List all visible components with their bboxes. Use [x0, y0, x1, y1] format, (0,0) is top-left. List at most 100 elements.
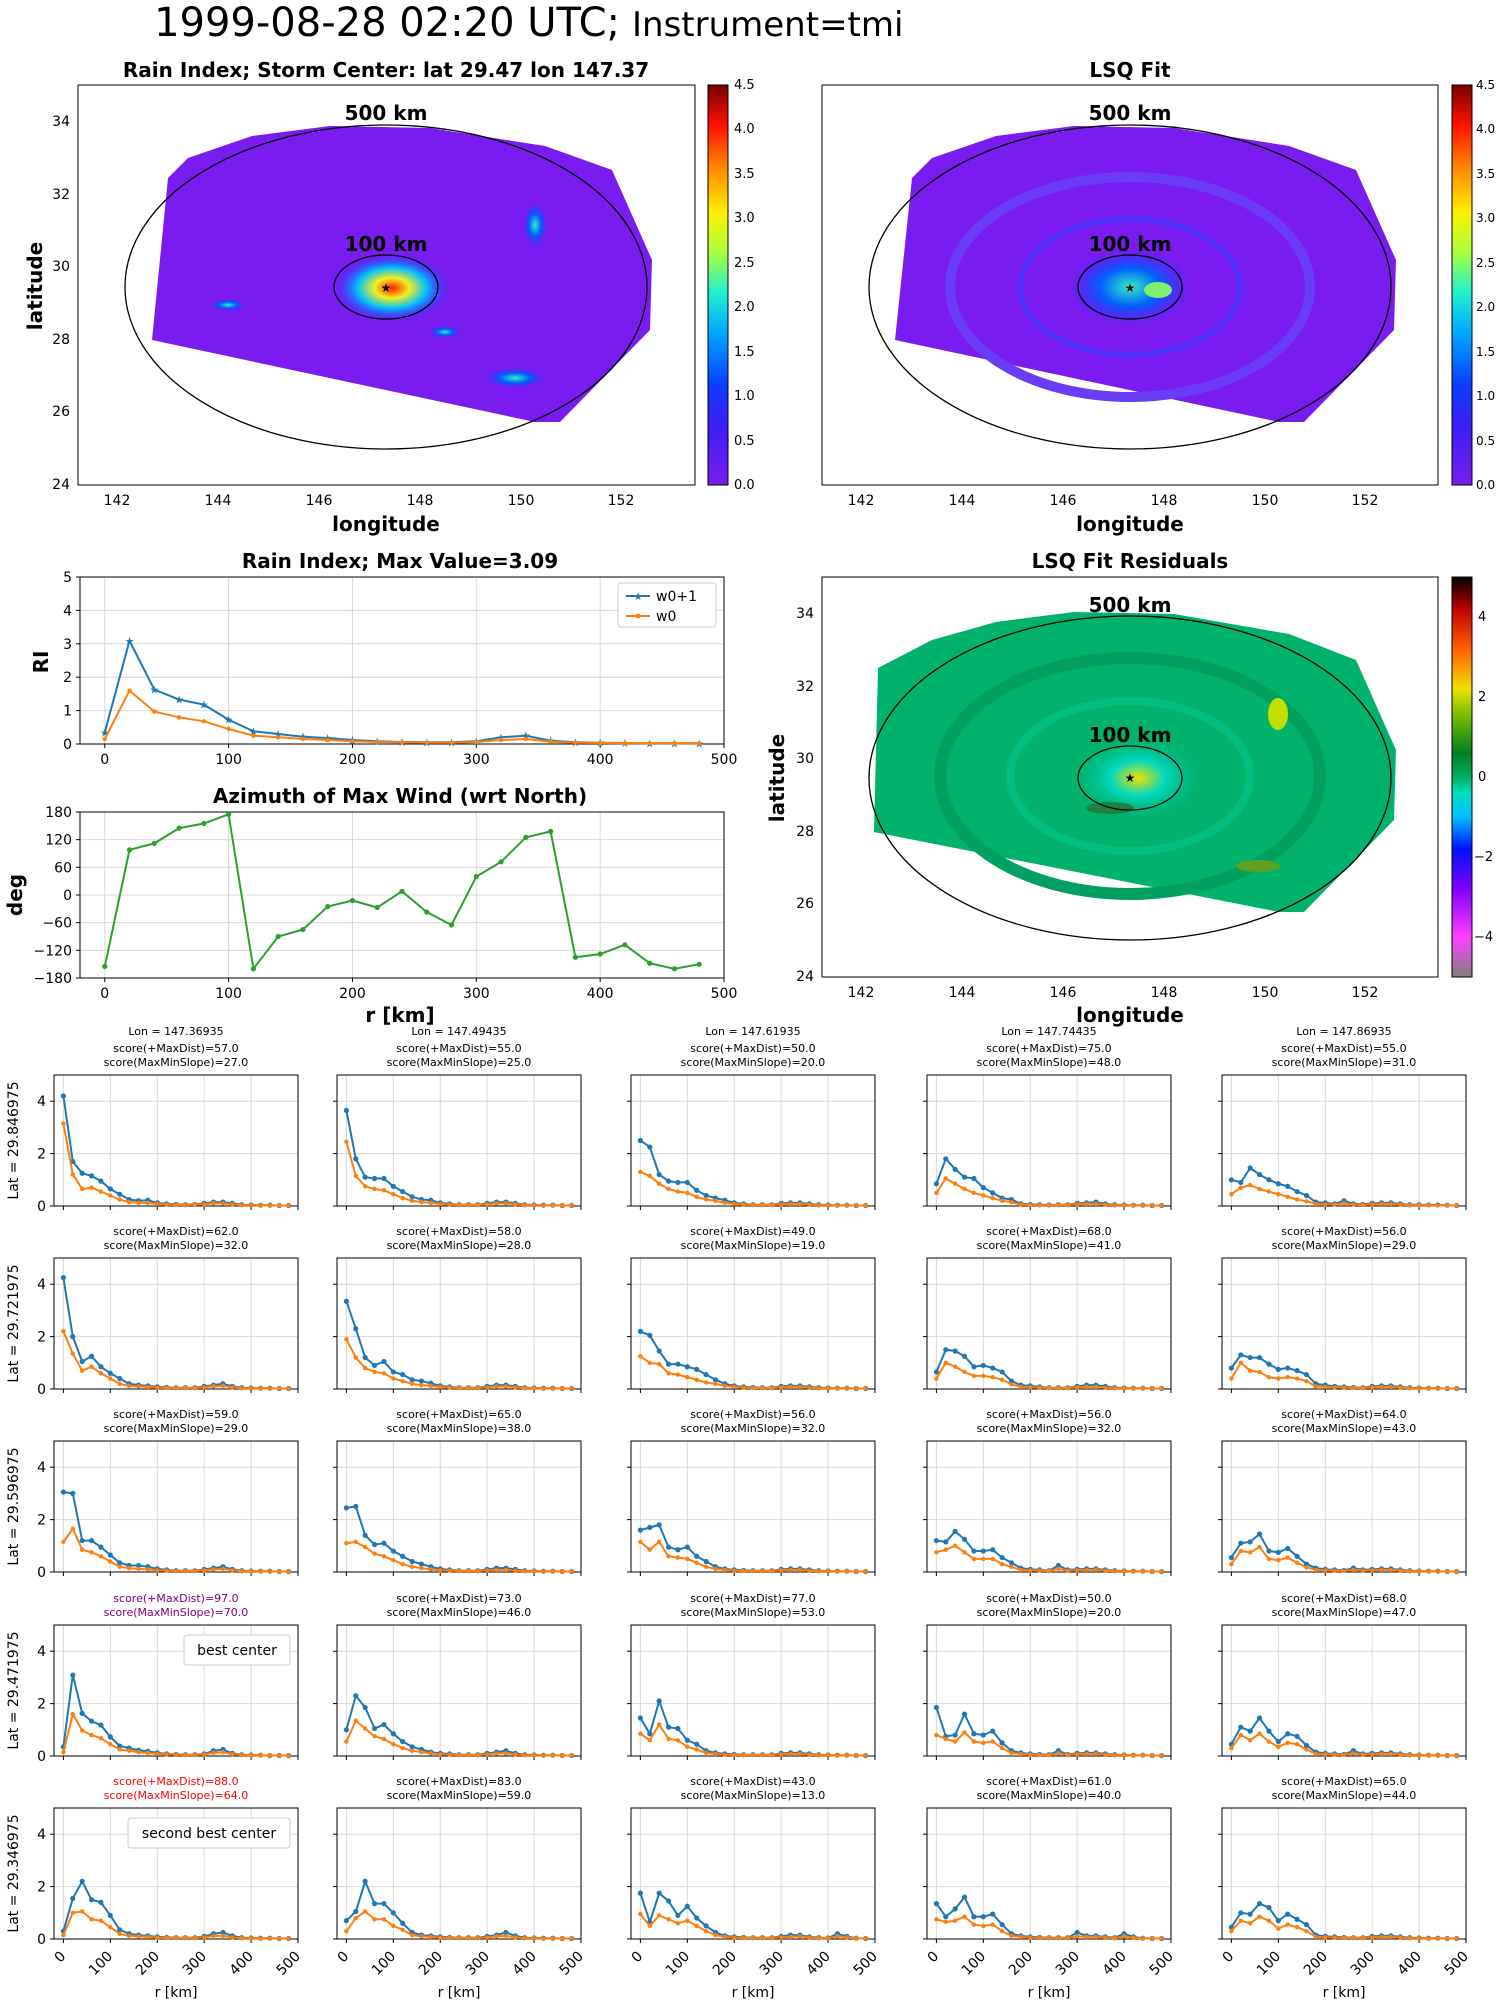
w0-series-point [1056, 1566, 1061, 1572]
w0-series-point [760, 1202, 765, 1208]
w0-series-point [550, 1936, 556, 1941]
w0-series-point [211, 1750, 216, 1756]
w0p1-series-point [400, 1738, 406, 1745]
w0-series-point [1229, 1376, 1234, 1381]
fit-ring-3 [945, 172, 1315, 402]
w0-series-point [1369, 1385, 1375, 1390]
w0-series-point [400, 1561, 405, 1567]
map-title: LSQ Fit Residuals [1032, 549, 1229, 573]
plot-area [631, 1441, 875, 1572]
w0p1-series-point [1256, 1354, 1263, 1361]
w0-series-point [1445, 1569, 1450, 1574]
w0-series-point [760, 1568, 765, 1574]
w0-series-point [391, 1923, 396, 1929]
w0p1-series-point [1238, 1724, 1244, 1730]
plot-area [1222, 1625, 1466, 1756]
w0-series-point [419, 1565, 424, 1571]
w0p1-series-point [70, 1490, 76, 1496]
w0p1-series-point: ★ [521, 730, 531, 743]
w0-series-point [1159, 1936, 1164, 1941]
w0-series-point [1247, 1921, 1253, 1926]
w0-series-point [1332, 1385, 1337, 1390]
w0p1-series-point [418, 1561, 425, 1567]
w0-series-point [1074, 1568, 1080, 1573]
row-label: Lat = 29.721975 [6, 1264, 22, 1382]
w0-series-point [1351, 1567, 1356, 1573]
w0-series-point [541, 1753, 546, 1758]
score-maxminslope: score(MaxMinSlope)=43.0 [1272, 1422, 1417, 1435]
w0-series-point [1266, 1375, 1272, 1380]
w0-series-point [248, 1753, 254, 1758]
w0-series-point [155, 1385, 160, 1390]
ring-100km [1077, 745, 1183, 811]
w0p1-series-point [1275, 1918, 1281, 1924]
w0-series-point [778, 1385, 784, 1390]
w0p1-series-point [933, 1537, 939, 1544]
w0p1-series-point [952, 1528, 958, 1534]
w0-series-point [1398, 1385, 1403, 1390]
w0-series-point [1294, 1925, 1300, 1930]
w0-series-point [286, 1753, 291, 1758]
w0-series-point [248, 1386, 254, 1391]
w0-series-point [1257, 1186, 1262, 1192]
w0-series-point [685, 1918, 690, 1923]
w0-series-point [127, 688, 132, 693]
ring-500-label: 500 km [1089, 101, 1172, 125]
w0-series-point [277, 1569, 282, 1574]
w0-series-point [513, 1568, 518, 1573]
w0p1-series-point [971, 1364, 977, 1370]
w0-series-point [344, 1139, 349, 1145]
w0p1-series-point: ★ [248, 725, 258, 738]
x-tick-label: 300 [1053, 1949, 1083, 1979]
plot-area [927, 1625, 1171, 1756]
w0-series-point [835, 1569, 840, 1574]
w0-series-point [419, 1749, 424, 1755]
ring-100km [333, 254, 439, 320]
w0-series-point [1369, 1935, 1375, 1940]
w0p1-series-point [1247, 1165, 1253, 1171]
x-tick: 150 [1252, 493, 1279, 509]
w0-series-point [1294, 1560, 1300, 1566]
w0-series-point [1140, 1753, 1146, 1758]
w0-series-point [1323, 1935, 1328, 1940]
w0-series-point [267, 1386, 273, 1391]
w0-series-point [981, 1923, 986, 1929]
w0-series-point [788, 1201, 793, 1207]
profile-cell: score(+MaxDist)=77.0score(MaxMinSlope)=5… [627, 1592, 876, 1760]
colorbar-tick: 0.5 [1476, 434, 1495, 448]
w0-series-point [666, 1186, 671, 1192]
w0-series-point [1028, 1202, 1033, 1208]
w0p1-series-point [343, 1107, 349, 1113]
w0p1-series-point [1294, 1733, 1300, 1739]
w0-series-point [797, 1567, 803, 1573]
profile-cell: score(+MaxDist)=50.0score(MaxMinSlope)=2… [923, 1592, 1172, 1760]
w0-series-point [70, 1172, 75, 1177]
colorbar-ticks: 4 2 0 −2 −4 [1474, 610, 1493, 945]
w0-series-point [863, 1753, 868, 1758]
x-tick-label: 0 [925, 1949, 943, 1967]
colorbar-ticks: 0.0 0.5 1.0 1.5 2.0 2.5 3.0 3.5 4.0 4.5 [734, 78, 755, 493]
w0-series-point [1065, 1935, 1070, 1941]
y-tick-label: 0 [63, 737, 72, 753]
score-maxdist: score(+MaxDist)=65.0 [1281, 1775, 1406, 1788]
w0-series-point [1056, 1385, 1061, 1391]
x-tick-label: 400 [804, 1949, 834, 1979]
score-maxminslope: score(MaxMinSlope)=46.0 [387, 1606, 532, 1619]
w0-series-point [399, 740, 405, 745]
w0-series-point [474, 739, 479, 745]
w0-series-point [1360, 1202, 1365, 1208]
w0p1-series-point [1275, 1549, 1281, 1555]
azimuth-series-point [424, 909, 430, 915]
colorbar-tick: 1.5 [734, 345, 755, 360]
w0-series-point [675, 1738, 681, 1743]
score-maxdist: score(+MaxDist)=61.0 [986, 1775, 1111, 1788]
w0p1-series-point: ★ [273, 728, 283, 741]
y-tick: 30 [796, 751, 814, 767]
w0-series-point [990, 1375, 995, 1380]
w0p1-series-point [381, 1175, 387, 1182]
y-axis-label: latitude [765, 734, 789, 822]
w0-series-point [79, 1186, 85, 1192]
w0-series-point [999, 1198, 1005, 1203]
w0-series-point [201, 1935, 207, 1940]
w0p1-series-point [943, 1156, 949, 1162]
